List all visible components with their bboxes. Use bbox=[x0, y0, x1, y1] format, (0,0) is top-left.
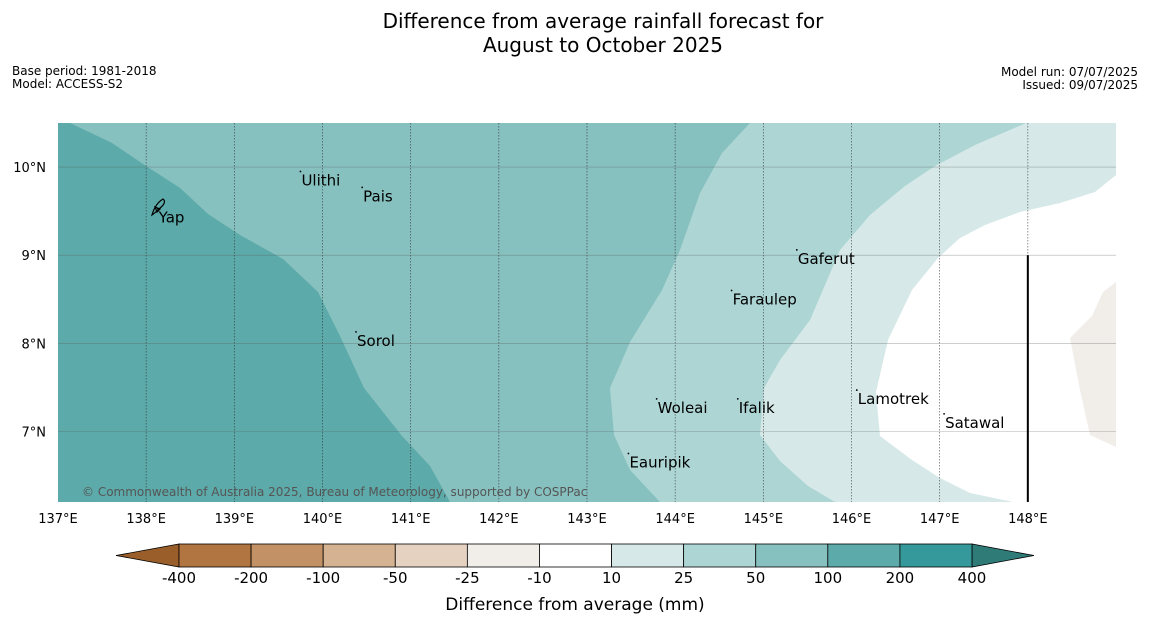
island-label: Lamotrek bbox=[858, 390, 929, 408]
island-marker bbox=[730, 289, 733, 292]
colorbar-tick-label: 25 bbox=[674, 569, 693, 587]
longitude-tick-label: 147°E bbox=[920, 512, 960, 527]
longitude-tick-label: 138°E bbox=[126, 512, 166, 527]
longitude-tick-label: 144°E bbox=[655, 512, 695, 527]
colorbar-bin bbox=[899, 543, 973, 568]
model-label: Model: ACCESS-S2 bbox=[12, 77, 123, 91]
island-label: Sorol bbox=[357, 332, 395, 350]
colorbar-tick-label: 10 bbox=[602, 569, 621, 587]
longitude-tick-label: 143°E bbox=[567, 512, 607, 527]
colorbar-bin bbox=[827, 543, 901, 568]
colorbar-bins bbox=[178, 543, 973, 568]
island-label: Gaferut bbox=[798, 250, 855, 268]
contour-100-200mm bbox=[58, 123, 450, 502]
longitude-tick-label: 139°E bbox=[215, 512, 255, 527]
colorbar-tick-label: -50 bbox=[383, 569, 408, 587]
longitude-tick-label: 148°E bbox=[1008, 512, 1048, 527]
latitude-tick-label: 9°N bbox=[22, 249, 47, 264]
colorbar-bin bbox=[755, 543, 829, 568]
issued-label: Issued: 09/07/2025 bbox=[1022, 78, 1138, 92]
colorbar: -400 -200 -100 -50 -25 -10 10 25 50 100 200 400 Dif… bbox=[115, 543, 1035, 615]
title-line-2: August to October 2025 bbox=[483, 33, 723, 57]
map-area: Ulithi Pais Yap Gaferut Faraulep Sorol Lamotre… bbox=[58, 123, 1116, 502]
base-period-label: Base period: 1981-2018 bbox=[12, 64, 157, 78]
colorbar-tick-labels: -400 -200 -100 -50 -25 -10 10 25 50 100 200 400 bbox=[162, 569, 986, 587]
island-label: Pais bbox=[363, 187, 393, 205]
colorbar-low-extend bbox=[115, 543, 180, 568]
island-label: Ifalik bbox=[739, 399, 775, 417]
copyright-notice: © Commonwealth of Australia 2025, Bureau… bbox=[82, 485, 587, 499]
latitude-tick-label: 10°N bbox=[13, 161, 46, 176]
colorbar-tick-label: -25 bbox=[455, 569, 480, 587]
colorbar-label: Difference from average (mm) bbox=[445, 595, 704, 615]
island-marker bbox=[627, 452, 630, 455]
colorbar-bin bbox=[250, 543, 324, 568]
latitude-tick-labels: 10°N 9°N 8°N 7°N bbox=[13, 161, 46, 440]
longitude-tick-label: 145°E bbox=[744, 512, 784, 527]
title-line-1: Difference from average rainfall forecas… bbox=[383, 9, 825, 33]
island-marker bbox=[943, 412, 945, 415]
island-marker bbox=[855, 389, 858, 391]
island-label: Woleai bbox=[658, 399, 708, 417]
colorbar-tick-label: 100 bbox=[813, 569, 842, 587]
longitude-tick-label: 141°E bbox=[391, 512, 431, 527]
island-labels: Ulithi Pais Yap Gaferut Faraulep Sorol Lamotre… bbox=[156, 170, 1004, 472]
island-label: Yap bbox=[158, 208, 185, 226]
colorbar-bin bbox=[611, 543, 685, 568]
colorbar-tick-label: 200 bbox=[886, 569, 915, 587]
island-marker bbox=[795, 249, 798, 251]
colorbar-bin bbox=[322, 543, 396, 568]
longitude-tick-label: 146°E bbox=[832, 512, 872, 527]
island-marker bbox=[156, 207, 159, 210]
contour-minus10-10mm bbox=[876, 175, 1116, 502]
colorbar-bin bbox=[539, 543, 612, 568]
colorbar-tick-label: -200 bbox=[234, 569, 268, 587]
island-marker bbox=[355, 330, 357, 333]
contour-minus25-minus10mm bbox=[1070, 282, 1116, 447]
colorbar-tick-label: 400 bbox=[958, 569, 987, 587]
colorbar-tick-label: 50 bbox=[746, 569, 765, 587]
colorbar-tick-label: -400 bbox=[162, 569, 196, 587]
island-marker bbox=[299, 170, 302, 173]
island-label: Eauripik bbox=[629, 454, 690, 472]
longitude-tick-label: 142°E bbox=[479, 512, 519, 527]
colorbar-bin bbox=[466, 543, 540, 568]
gridlines bbox=[58, 123, 1116, 502]
colorbar-bin bbox=[683, 543, 757, 568]
colorbar-tick-label: -100 bbox=[306, 569, 340, 587]
island-label: Satawal bbox=[945, 414, 1004, 432]
colorbar-bin bbox=[394, 543, 468, 568]
latitude-tick-label: 7°N bbox=[22, 425, 47, 440]
island-marker bbox=[361, 186, 364, 189]
island-label: Faraulep bbox=[733, 290, 797, 308]
colorbar-bin bbox=[178, 543, 252, 568]
longitude-tick-labels: 137°E 138°E 139°E 140°E 141°E 142°E 143°E 144°E… bbox=[38, 512, 1047, 527]
model-run-label: Model run: 07/07/2025 bbox=[1001, 65, 1138, 79]
island-marker bbox=[736, 397, 739, 400]
colorbar-tick-label: -10 bbox=[527, 569, 552, 587]
island-marker bbox=[655, 397, 658, 400]
longitude-tick-label: 140°E bbox=[303, 512, 343, 527]
colorbar-high-extend bbox=[971, 543, 1035, 568]
island-label: Ulithi bbox=[301, 171, 340, 189]
longitude-tick-label: 137°E bbox=[38, 512, 78, 527]
latitude-tick-label: 8°N bbox=[22, 337, 47, 352]
